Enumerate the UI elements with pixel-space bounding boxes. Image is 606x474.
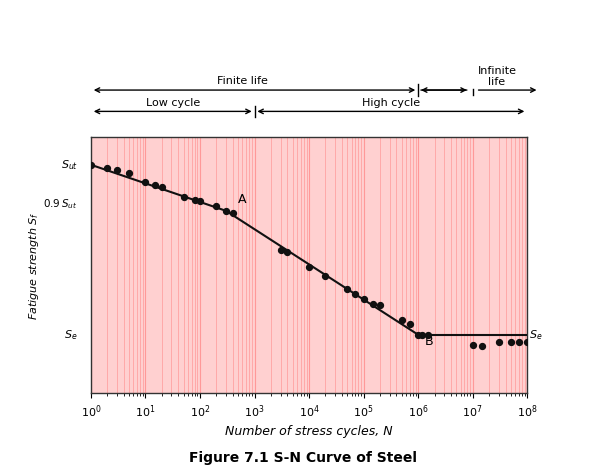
Point xyxy=(221,207,231,215)
Point xyxy=(211,202,221,210)
Text: $S_{ut}$: $S_{ut}$ xyxy=(61,158,78,172)
Point xyxy=(321,272,330,280)
Text: Fatigue strength $S_f$: Fatigue strength $S_f$ xyxy=(27,211,41,320)
Point xyxy=(179,193,188,201)
Point xyxy=(522,338,532,346)
Point xyxy=(413,331,423,338)
Point xyxy=(112,166,122,173)
Point xyxy=(359,295,368,302)
Text: Infinite
life: Infinite life xyxy=(478,65,516,87)
Point xyxy=(304,264,314,271)
Point xyxy=(423,332,433,339)
Text: Finite life: Finite life xyxy=(217,76,268,86)
Point xyxy=(494,338,504,346)
Point xyxy=(86,161,96,169)
Point xyxy=(195,197,205,204)
Text: Figure 7.1 S-N Curve of Steel: Figure 7.1 S-N Curve of Steel xyxy=(189,450,417,465)
Text: High cycle: High cycle xyxy=(362,98,420,108)
Point xyxy=(282,248,292,255)
Point xyxy=(350,291,360,298)
Point xyxy=(342,285,352,293)
Text: $S_e$: $S_e$ xyxy=(64,328,78,342)
Point xyxy=(228,209,238,216)
Point xyxy=(276,246,285,254)
Point xyxy=(405,321,415,328)
Point xyxy=(102,164,112,172)
Point xyxy=(418,331,427,339)
Point xyxy=(468,341,478,349)
Text: B: B xyxy=(424,335,433,348)
Text: Low cycle: Low cycle xyxy=(145,98,200,108)
Point xyxy=(368,300,378,308)
Point xyxy=(478,343,487,350)
Point xyxy=(506,338,516,346)
Point xyxy=(397,316,407,324)
Text: $0.9\,S_{ut}$: $0.9\,S_{ut}$ xyxy=(44,197,78,211)
X-axis label: Number of stress cycles, N: Number of stress cycles, N xyxy=(225,425,393,438)
Point xyxy=(514,338,524,346)
Text: A: A xyxy=(238,193,247,206)
Point xyxy=(157,183,167,191)
Point xyxy=(190,196,199,203)
Point xyxy=(375,301,385,309)
Point xyxy=(150,182,160,189)
Point xyxy=(141,178,150,186)
Text: $S_e$: $S_e$ xyxy=(530,328,543,342)
Point xyxy=(124,170,134,177)
